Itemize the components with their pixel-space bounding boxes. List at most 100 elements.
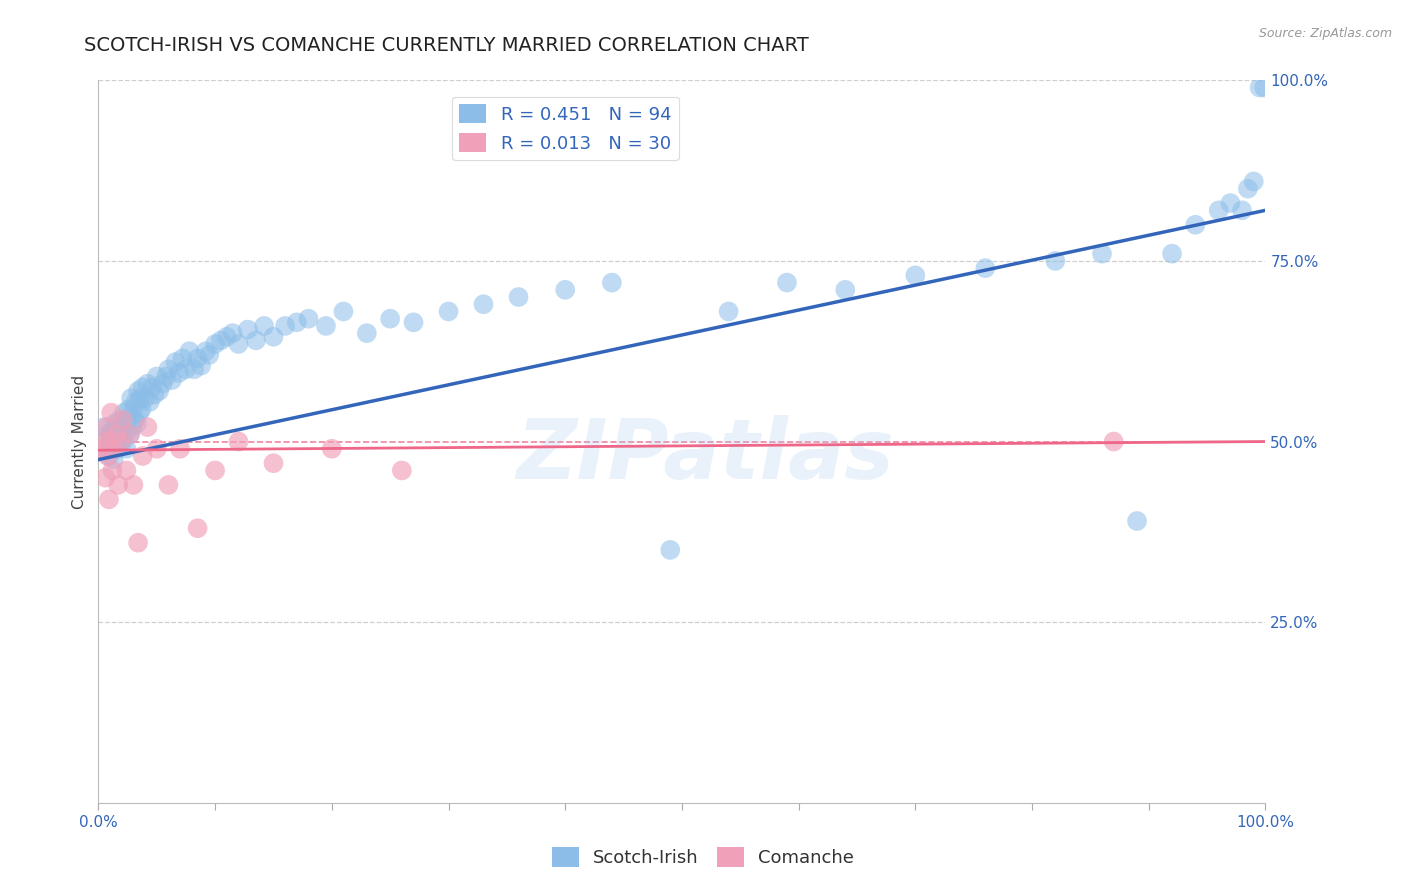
Point [215, 330, 238, 344]
Point [172, 351, 194, 366]
Point [134, 391, 156, 405]
Point [169, 442, 191, 456]
Point [187, 351, 209, 366]
Point [1208, 203, 1230, 218]
Point [108, 413, 131, 427]
Point [104, 434, 127, 449]
Point [122, 402, 145, 417]
Point [110, 434, 132, 449]
Point [141, 380, 163, 394]
Point [127, 384, 149, 398]
Point [1091, 246, 1114, 260]
Point [776, 276, 799, 290]
Text: ZIPatlas: ZIPatlas [516, 416, 894, 497]
Point [1184, 218, 1206, 232]
Point [132, 380, 155, 394]
Point [152, 376, 174, 391]
Point [96, 420, 118, 434]
Point [717, 304, 740, 318]
Point [1219, 196, 1241, 211]
Point [1249, 80, 1271, 95]
Point [174, 362, 197, 376]
Point [103, 442, 125, 456]
Point [157, 478, 180, 492]
Point [904, 268, 927, 283]
Point [190, 359, 212, 373]
Point [128, 406, 150, 420]
Point [659, 542, 682, 557]
Point [148, 384, 170, 398]
Point [391, 463, 413, 477]
Point [285, 315, 308, 329]
Point [834, 283, 856, 297]
Point [139, 394, 162, 409]
Point [198, 348, 221, 362]
Point [472, 297, 495, 311]
Point [554, 283, 576, 297]
Point [115, 463, 138, 477]
Point [315, 318, 337, 333]
Point [103, 452, 125, 467]
Point [118, 427, 141, 442]
Point [114, 427, 136, 442]
Point [100, 406, 122, 420]
Point [120, 391, 142, 405]
Point [160, 373, 183, 387]
Point [508, 290, 530, 304]
Point [321, 442, 343, 456]
Point [117, 413, 139, 427]
Point [93, 434, 115, 449]
Point [600, 276, 623, 290]
Point [124, 413, 146, 427]
Point [245, 334, 267, 348]
Point [179, 344, 201, 359]
Point [1243, 174, 1265, 188]
Point [111, 420, 134, 434]
Point [155, 369, 177, 384]
Point [437, 304, 460, 318]
Point [111, 434, 134, 449]
Point [107, 478, 129, 492]
Point [101, 424, 124, 438]
Point [97, 427, 120, 442]
Point [98, 431, 121, 445]
Point [297, 311, 319, 326]
Point [107, 442, 129, 456]
Point [209, 334, 232, 348]
Point [101, 463, 124, 477]
Point [90, 442, 112, 456]
Point [194, 344, 217, 359]
Point [146, 442, 169, 456]
Point [110, 434, 132, 449]
Point [125, 394, 148, 409]
Point [974, 261, 997, 276]
Point [97, 449, 120, 463]
Point [118, 402, 141, 417]
Point [111, 413, 134, 427]
Point [165, 355, 187, 369]
Point [356, 326, 378, 340]
Point [121, 420, 143, 434]
Point [97, 449, 120, 463]
Point [98, 434, 121, 449]
Point [96, 442, 118, 456]
Point [143, 387, 166, 401]
Point [1253, 80, 1275, 95]
Point [157, 362, 180, 376]
Point [332, 304, 354, 318]
Point [204, 337, 226, 351]
Point [112, 406, 135, 420]
Legend: R = 0.451   N = 94, R = 0.013   N = 30: R = 0.451 N = 94, R = 0.013 N = 30 [451, 96, 679, 160]
Point [136, 420, 159, 434]
Point [1230, 203, 1253, 218]
Point [97, 492, 120, 507]
Legend: Scotch-Irish, Comanche: Scotch-Irish, Comanche [544, 839, 862, 874]
Point [94, 470, 117, 484]
Point [129, 391, 152, 405]
Point [115, 442, 138, 456]
Point [1102, 434, 1125, 449]
Point [104, 417, 127, 431]
Point [167, 366, 190, 380]
Point [204, 463, 226, 477]
Point [100, 438, 122, 452]
